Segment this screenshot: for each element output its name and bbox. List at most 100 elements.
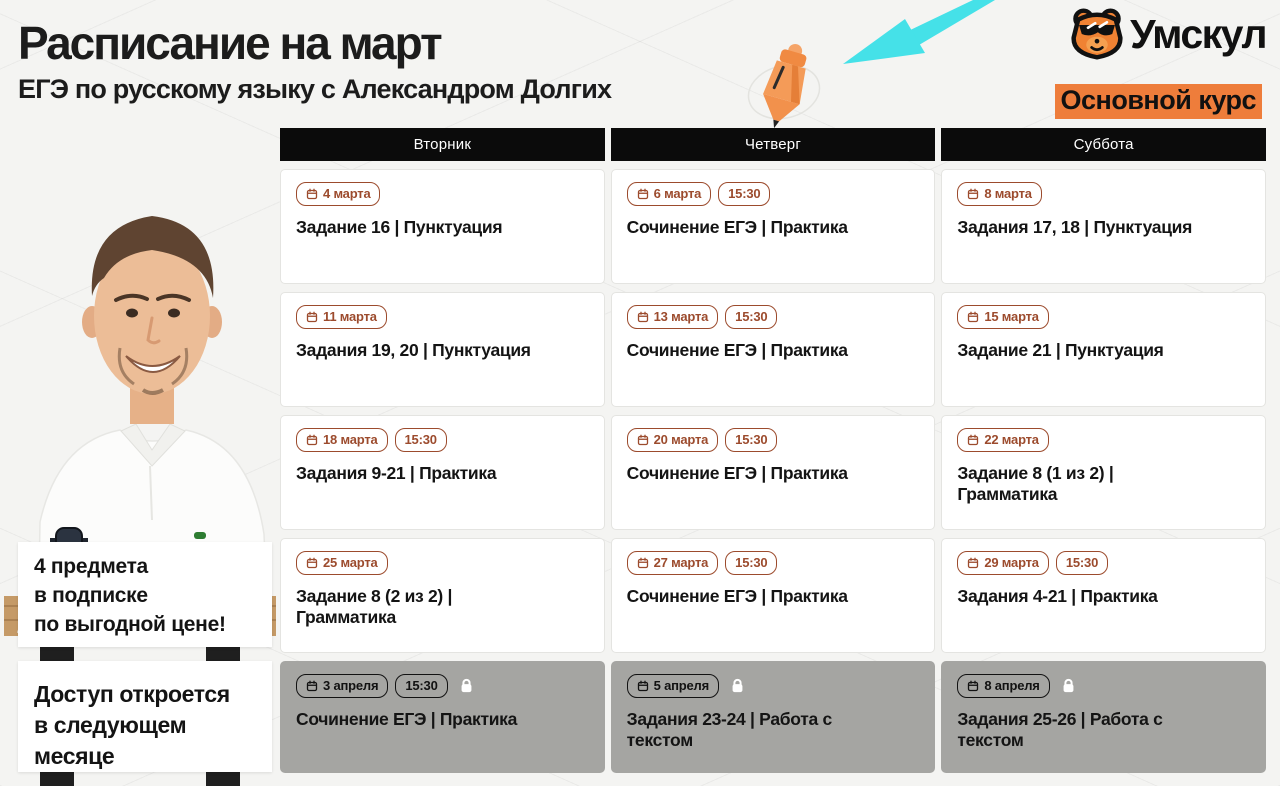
lesson-badges: 13 марта 15:30: [626, 305, 920, 329]
calendar-icon: [637, 188, 648, 199]
lock-icon-wrap: [1061, 678, 1076, 694]
time-badge: 15:30: [394, 428, 447, 452]
lesson-title: Задания 25-26 | Работа с текстом: [957, 709, 1163, 751]
brand-name: Умскул: [1130, 10, 1267, 57]
calendar-icon: [968, 434, 979, 445]
lesson-card: 4 марта Задание 16 | Пунктуация: [280, 169, 605, 284]
lesson-title: Сочинение ЕГЭ | Практика: [626, 463, 848, 483]
lesson-title: Задание 8 (2 из 2) | Грамматика: [296, 586, 453, 628]
date-label: 8 марта: [984, 186, 1032, 201]
lesson-badges: 22 марта: [957, 428, 1250, 452]
lesson-card: 20 марта 15:30 Сочинение ЕГЭ | Практика: [610, 415, 936, 530]
date-badge: 6 марта: [626, 182, 712, 206]
calendar-icon: [637, 311, 648, 322]
lesson-card: 6 марта 15:30 Сочинение ЕГЭ | Практика: [610, 169, 936, 284]
time-badge: 15:30: [395, 674, 448, 698]
lesson-card: 8 марта Задания 17, 18 | Пунктуация: [941, 169, 1266, 284]
lesson-card: 11 марта Задания 19, 20 | Пунктуация: [280, 292, 605, 407]
lesson-title: Сочинение ЕГЭ | Практика: [626, 586, 848, 606]
calendar-icon: [968, 557, 979, 568]
lesson-card: 15 марта Задание 21 | Пунктуация: [941, 292, 1266, 407]
time-label: 15:30: [405, 678, 438, 693]
schedule-grid: Вторник Четверг Суббота 4 марта Задание 16 |…: [280, 128, 1266, 773]
calendar-icon: [306, 680, 318, 691]
lock-icon: [461, 678, 472, 693]
lock-icon-wrap: [459, 678, 474, 694]
day-column-header: Вторник: [280, 128, 605, 161]
date-badge: 27 марта: [626, 551, 719, 575]
page-title: Расписание на март: [18, 17, 443, 69]
date-badge: 18 марта: [296, 428, 388, 452]
lesson-title: Задания 23-24 | Работа с текстом: [626, 709, 833, 751]
lesson-title: Задания 4-21 | Практика: [957, 586, 1158, 606]
lesson-badges: 11 марта: [296, 305, 589, 329]
lesson-badges: 4 марта: [296, 182, 589, 206]
lesson-title: Задание 8 (1 из 2) | Грамматика: [957, 463, 1114, 505]
date-label: 27 марта: [653, 555, 709, 570]
date-badge: 8 апреля: [957, 674, 1050, 698]
calendar-icon: [637, 434, 648, 445]
calendar-icon: [968, 311, 979, 322]
lesson-card: 13 марта 15:30 Сочинение ЕГЭ | Практика: [610, 292, 936, 407]
time-badge: 15:30: [718, 182, 771, 206]
date-label: 20 марта: [653, 432, 709, 447]
lesson-title: Задания 9-21 | Практика: [296, 463, 497, 483]
date-badge: 15 марта: [957, 305, 1049, 329]
lesson-card-locked: 5 апреля Задания 23-24 | Работа с текстом: [610, 661, 936, 773]
date-badge: 5 апреля: [626, 674, 719, 698]
lesson-badges: 29 марта 15:30: [957, 551, 1250, 575]
lesson-title: Сочинение ЕГЭ | Практика: [626, 340, 848, 360]
lesson-card-locked: 3 апреля 15:30 Сочинение ЕГЭ | Практика: [280, 661, 605, 773]
lock-icon: [1063, 678, 1074, 693]
date-badge: 11 марта: [296, 305, 387, 329]
date-badge: 20 марта: [626, 428, 719, 452]
date-badge: 22 марта: [957, 428, 1049, 452]
cyan-arrow-decoration: [843, 0, 995, 64]
lesson-badges: 5 апреля: [626, 674, 920, 698]
date-badge: 3 апреля: [296, 674, 389, 698]
orange-marker-decoration: [747, 44, 821, 129]
date-label: 15 марта: [984, 309, 1039, 324]
calendar-icon: [637, 557, 648, 568]
time-label: 15:30: [735, 432, 768, 447]
date-label: 4 марта: [323, 186, 371, 201]
brand-logo: Умскул: [1070, 8, 1267, 60]
lesson-badges: 25 марта: [296, 551, 589, 575]
date-label: 18 марта: [323, 432, 378, 447]
umschool-bear-icon: [1071, 8, 1123, 60]
course-badge: Основной курс: [1054, 84, 1262, 119]
day-column-header: Суббота: [941, 128, 1266, 161]
promo-subscription: 4 предмета в подписке по выгодной цене!: [18, 542, 272, 647]
date-label: 13 марта: [653, 309, 709, 324]
page-subtitle: ЕГЭ по русскому языку с Александром Долг…: [18, 74, 612, 104]
lesson-title: Сочинение ЕГЭ | Практика: [626, 217, 848, 237]
calendar-icon: [968, 188, 979, 199]
calendar-icon: [968, 680, 979, 691]
time-badge: 15:30: [725, 428, 778, 452]
day-column-header: Четверг: [610, 128, 936, 161]
lesson-badges: 18 марта 15:30: [296, 428, 589, 452]
time-badge: 15:30: [725, 551, 778, 575]
lesson-card: 29 марта 15:30 Задания 4-21 | Практика: [941, 538, 1266, 653]
lesson-card: 27 марта 15:30 Сочинение ЕГЭ | Практика: [610, 538, 936, 653]
lesson-badges: 3 апреля 15:30: [296, 674, 589, 698]
calendar-icon: [306, 311, 318, 322]
time-label: 15:30: [404, 432, 437, 447]
lesson-badges: 8 апреля: [957, 674, 1250, 698]
lock-icon-wrap: [730, 678, 745, 694]
lesson-badges: 6 марта 15:30: [626, 182, 920, 206]
date-badge: 4 марта: [296, 182, 381, 206]
date-badge: 13 марта: [626, 305, 719, 329]
lesson-badges: 20 марта 15:30: [626, 428, 920, 452]
date-badge: 29 марта: [957, 551, 1049, 575]
date-label: 25 марта: [323, 555, 378, 570]
lesson-title: Задание 16 | Пунктуация: [296, 217, 503, 237]
time-label: 15:30: [735, 555, 768, 570]
lesson-badges: 15 марта: [957, 305, 1250, 329]
calendar-icon: [306, 188, 318, 199]
time-label: 15:30: [1065, 555, 1099, 570]
lesson-badges: 8 марта: [957, 182, 1250, 206]
time-badge: 15:30: [1055, 551, 1109, 575]
calendar-icon: [306, 434, 318, 445]
